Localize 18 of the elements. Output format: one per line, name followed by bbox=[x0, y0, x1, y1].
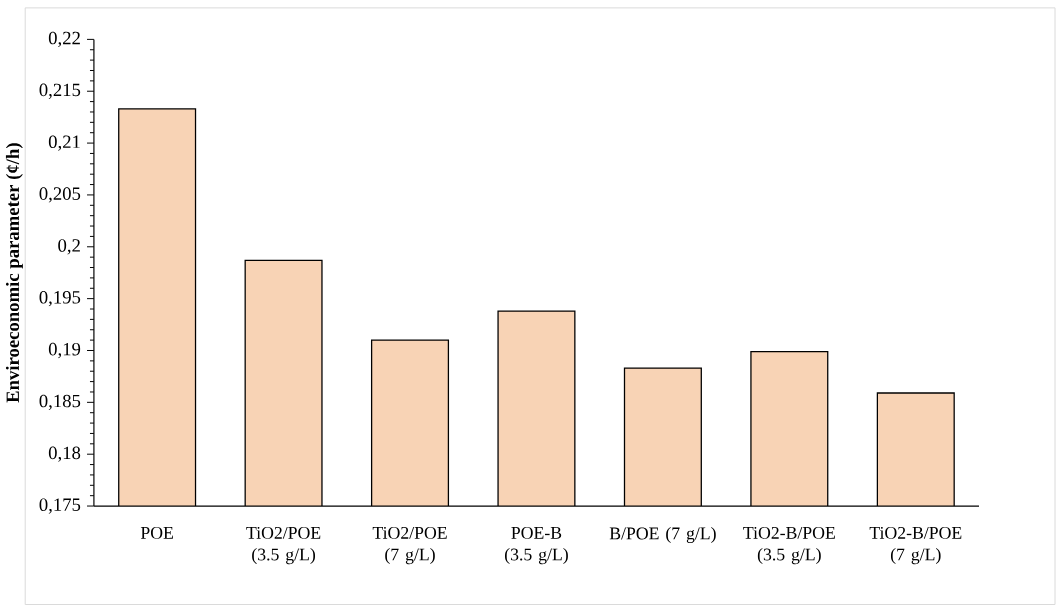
y-tick-label: 0,19 bbox=[48, 342, 81, 358]
x-tick-label: TiO2/POE (7 g/L) bbox=[372, 526, 447, 564]
y-tick-label: 0,185 bbox=[39, 394, 81, 410]
x-tick-label: POE-B (3.5 g/L) bbox=[504, 526, 568, 564]
x-tick-label: TiO2-B/POE (7 g/L) bbox=[869, 526, 962, 564]
x-tick-label: TiO2/POE (3.5 g/L) bbox=[246, 526, 321, 564]
y-axis-title: Enviroeconomic parameter (¢/h) bbox=[5, 143, 23, 403]
y-tick-label: 0,2 bbox=[58, 238, 80, 255]
y-tick-label: 0,175 bbox=[39, 498, 81, 514]
x-tick-label: POE bbox=[140, 526, 173, 539]
y-tick-label: 0,195 bbox=[39, 290, 81, 307]
y-tick-label: 0,18 bbox=[48, 446, 81, 462]
y-tick-label: 0,21 bbox=[48, 135, 80, 151]
y-tick-label: 0,215 bbox=[39, 83, 81, 99]
x-tick-label: B/POE (7 g/L) bbox=[609, 526, 716, 543]
x-tick-label: TiO2-B/POE (3.5 g/L) bbox=[743, 526, 835, 564]
y-tick-label: 0,22 bbox=[48, 31, 80, 47]
y-tick-label: 0,205 bbox=[39, 187, 81, 203]
